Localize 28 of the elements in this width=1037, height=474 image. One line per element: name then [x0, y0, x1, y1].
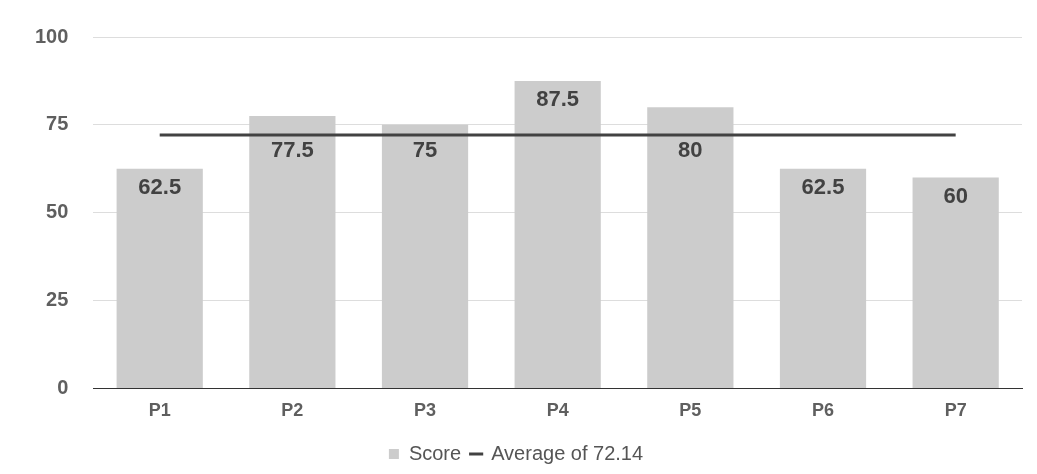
data-label: 77.5 — [270, 136, 314, 162]
x-tick-label: P3 — [414, 400, 437, 421]
data-label: 75 — [412, 136, 438, 162]
y-tick-label: 100 — [34, 24, 69, 47]
data-label: 62.5 — [138, 173, 182, 199]
x-tick-label: P5 — [679, 400, 702, 421]
y-tick-label: 0 — [57, 375, 69, 398]
bar — [116, 168, 203, 388]
y-tick-label: 50 — [46, 200, 69, 223]
bar — [647, 107, 734, 388]
x-tick-label: P1 — [148, 400, 171, 421]
bar — [779, 168, 867, 388]
bar — [381, 124, 469, 388]
x-tick-label: P4 — [546, 400, 569, 421]
bar — [249, 116, 336, 388]
data-label: 62.5 — [801, 173, 845, 199]
data-label: 87.5 — [536, 85, 580, 111]
bar — [912, 177, 999, 388]
legend-label: Average of 72.14 — [491, 441, 644, 464]
x-tick-label: P2 — [281, 400, 304, 421]
data-label: 60 — [943, 182, 968, 208]
y-tick-label: 25 — [46, 288, 69, 311]
legend-label: Score — [408, 441, 462, 464]
y-tick-label: 75 — [46, 112, 69, 135]
x-tick-label: P6 — [811, 400, 835, 421]
data-label: 80 — [678, 136, 703, 162]
x-tick-label: P7 — [944, 400, 967, 421]
bar — [514, 80, 601, 388]
